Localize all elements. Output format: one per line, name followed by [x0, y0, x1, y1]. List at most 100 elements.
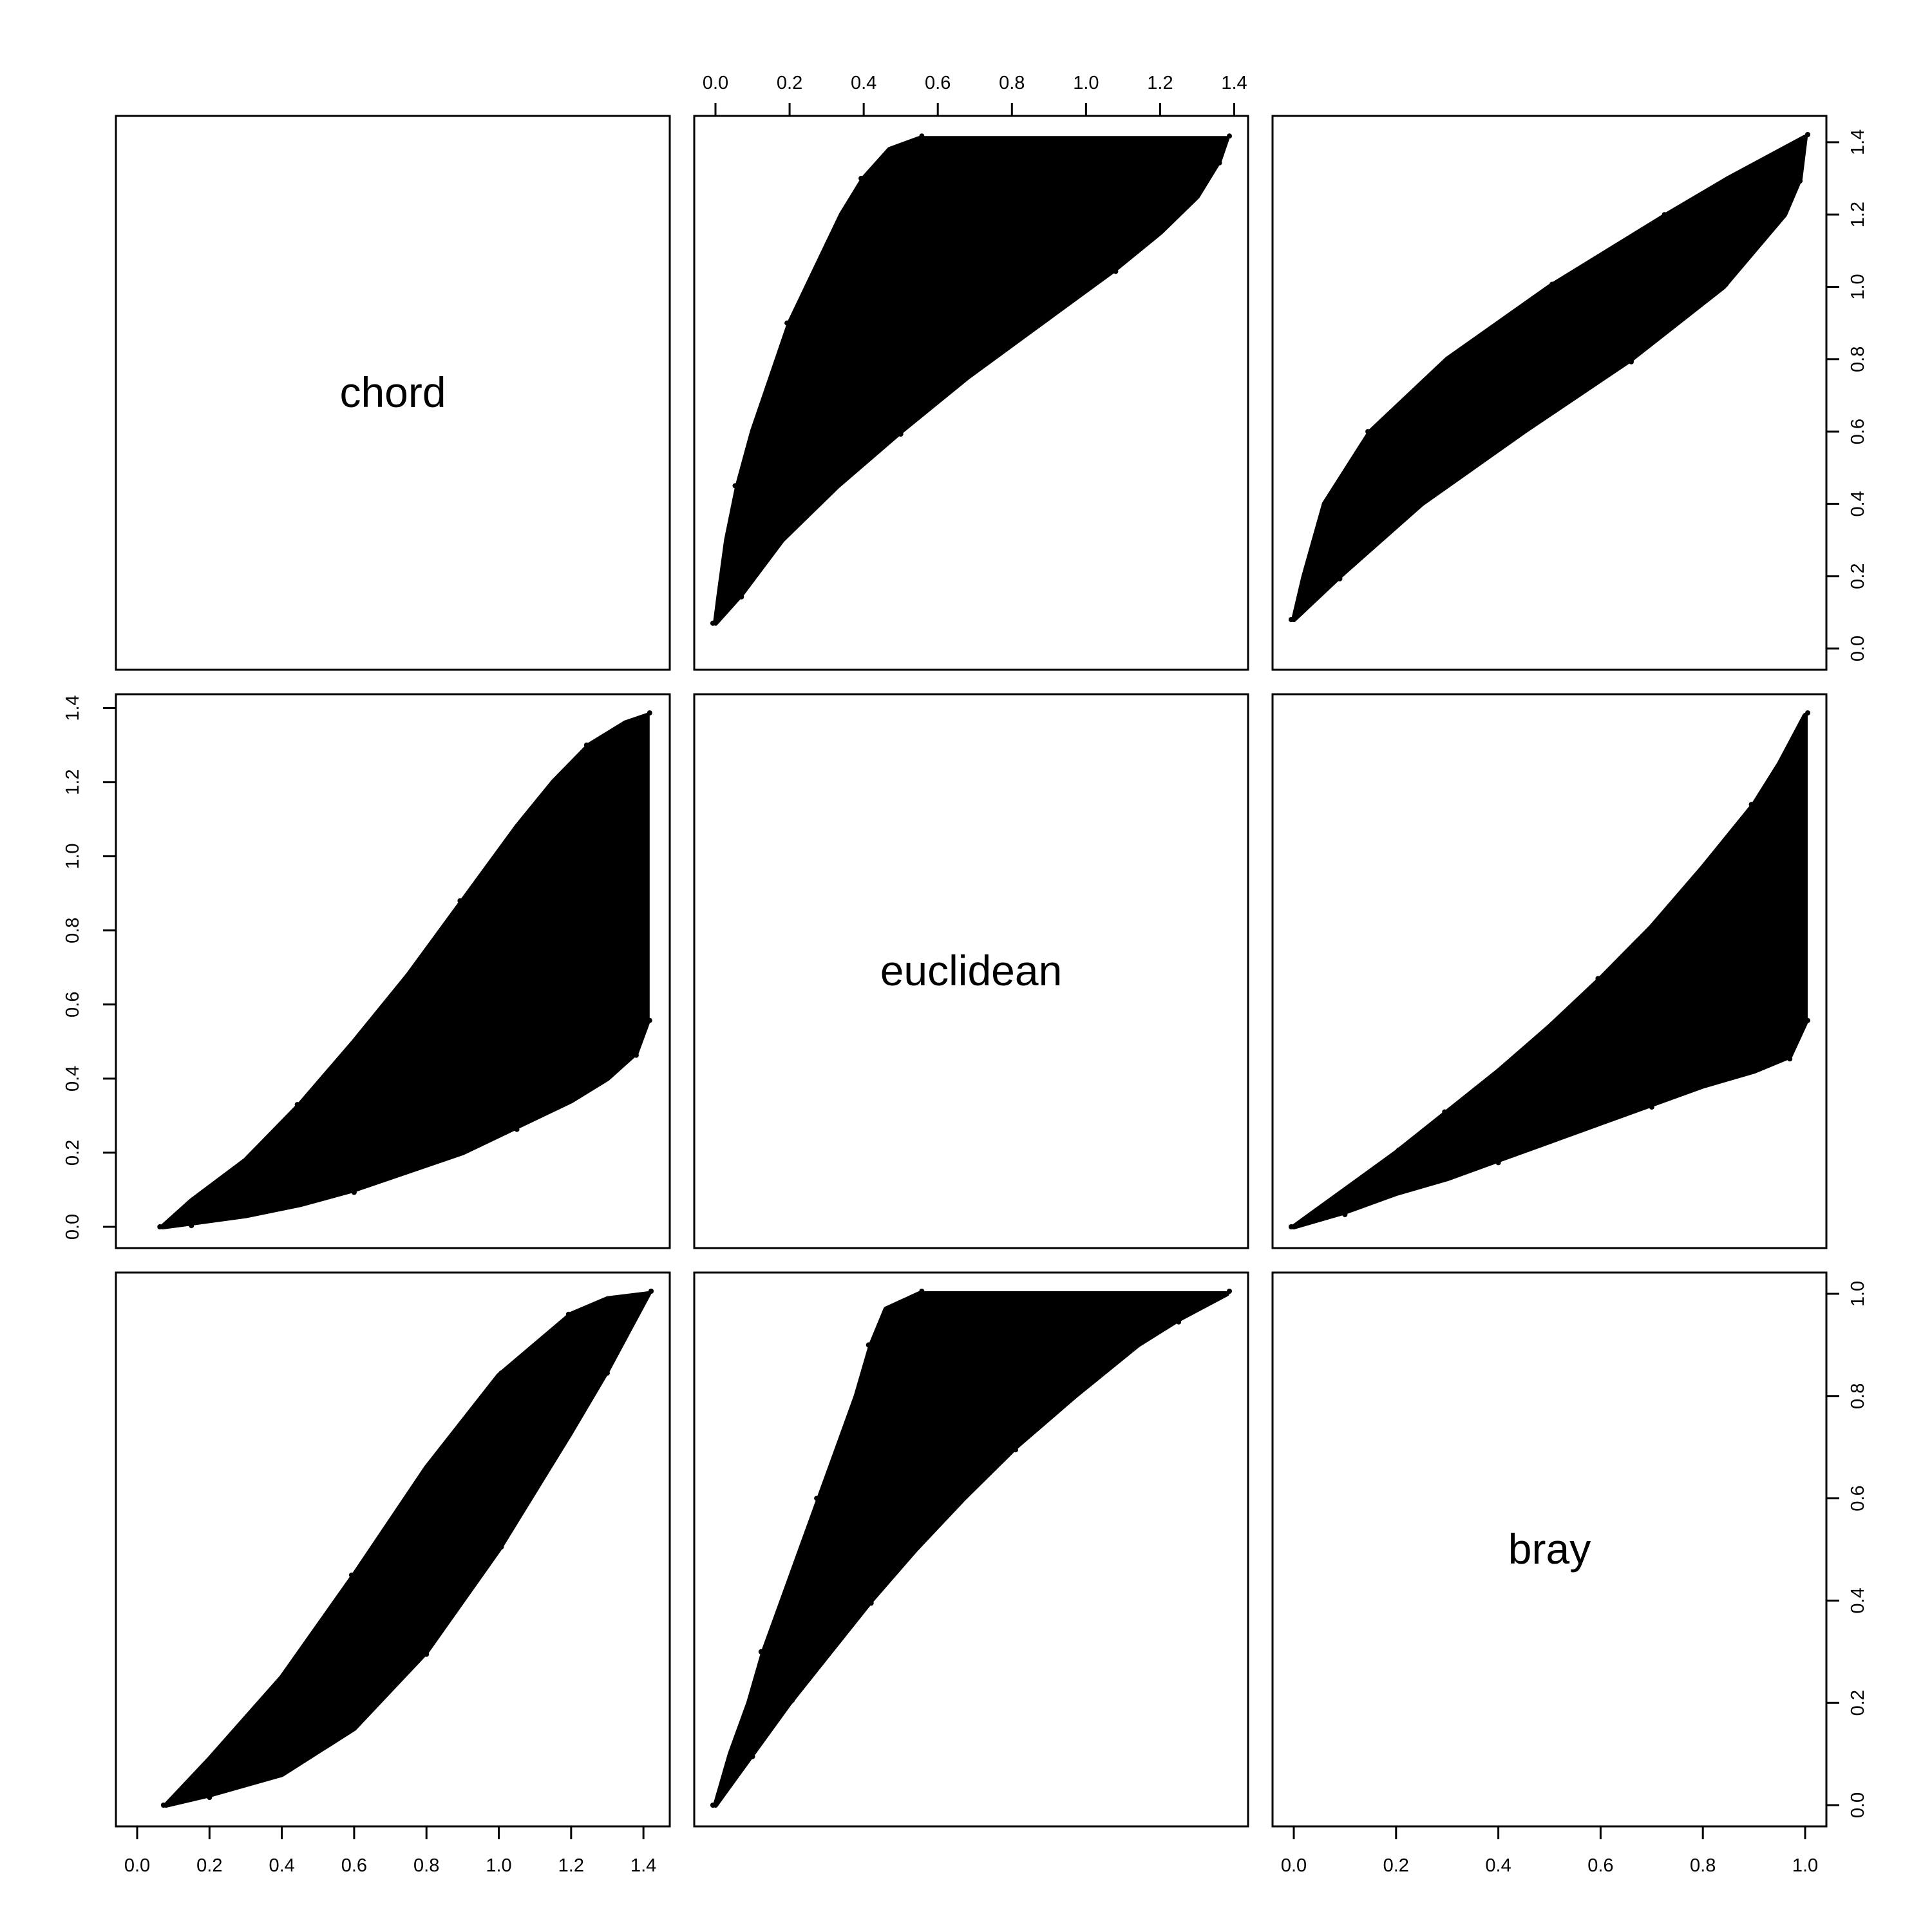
outlier-point — [884, 1309, 889, 1314]
variable-label-chord: chord — [339, 368, 446, 416]
outlier-point — [967, 372, 972, 377]
outlier-point — [750, 431, 755, 437]
tick-label: 0.2 — [1848, 564, 1868, 589]
outlier-point — [282, 1769, 287, 1774]
outlier-point — [784, 321, 790, 326]
outlier-point — [739, 594, 744, 600]
tick-label: 0.6 — [1848, 1485, 1868, 1511]
outlier-point — [602, 1076, 607, 1081]
outlier-point — [750, 1754, 755, 1759]
outlier-point — [1549, 1137, 1555, 1142]
outlier-point — [717, 594, 722, 600]
outlier-point — [858, 176, 864, 181]
outlier-point — [1444, 359, 1450, 365]
outlier-point — [780, 1600, 785, 1605]
point-cloud-bray-vs-chord — [166, 1294, 649, 1805]
outlier-point — [1549, 282, 1555, 287]
outlier-point — [813, 269, 818, 274]
outlier-point — [1649, 927, 1654, 932]
outlier-point — [424, 1468, 429, 1473]
outlier-point — [1649, 1104, 1654, 1110]
tick-label: 0.0 — [62, 1214, 83, 1240]
outlier-point — [1629, 359, 1634, 365]
outlier-point — [771, 372, 776, 377]
outlier-point — [825, 1649, 830, 1654]
outlier-point — [1365, 429, 1370, 434]
tick-label: 0.0 — [1848, 1792, 1868, 1818]
tick-label: 1.2 — [62, 769, 83, 795]
outlier-point — [282, 1672, 287, 1678]
tick-label: 0.4 — [269, 1855, 294, 1876]
outlier-point — [623, 723, 628, 728]
outlier-point — [605, 1370, 610, 1376]
variable-label-euclidean: euclidean — [880, 947, 1063, 994]
outlier-point — [1013, 1447, 1018, 1452]
outlier-point — [424, 1652, 429, 1657]
outlier-point — [1805, 132, 1810, 137]
outlier-point — [733, 483, 738, 488]
outlier-point — [1422, 498, 1427, 504]
outlier-point — [726, 535, 732, 540]
tick-label: 0.0 — [703, 73, 728, 93]
tick-label: 0.6 — [341, 1855, 367, 1876]
tick-label: 1.0 — [1073, 73, 1099, 93]
panels-layer: chord euclidean bray — [116, 116, 1826, 1826]
outlier-point — [499, 1370, 504, 1376]
tick-label: 1.0 — [62, 843, 83, 869]
tick-label: 1.2 — [1848, 202, 1868, 227]
tick-label: 0.4 — [62, 1066, 83, 1092]
tick-label: 0.2 — [1848, 1690, 1868, 1716]
outlier-point — [814, 1496, 819, 1501]
point-cloud-euclidean-vs-chord — [162, 715, 647, 1227]
outlier-point — [499, 1544, 504, 1549]
outlier-point — [349, 1573, 354, 1578]
outlier-point — [1723, 282, 1728, 287]
outlier-point — [835, 1447, 840, 1452]
outlier-point — [1662, 212, 1667, 217]
outlier-point — [1787, 1056, 1792, 1061]
outlier-point — [749, 1698, 754, 1703]
outlier-point — [1749, 802, 1754, 807]
tick-label: 0.2 — [196, 1855, 222, 1876]
outlier-point — [866, 1342, 871, 1347]
outlier-point — [457, 1150, 462, 1155]
tick-label: 1.0 — [1792, 1855, 1818, 1876]
outlier-point — [515, 827, 520, 832]
outlier-point — [1703, 862, 1708, 867]
tick-label: 0.4 — [1848, 491, 1868, 516]
outlier-point — [408, 970, 413, 975]
tick-label: 1.0 — [1848, 274, 1868, 299]
outlier-point — [566, 1429, 571, 1434]
outlier-point — [1519, 429, 1524, 434]
outlier-point — [189, 1201, 194, 1206]
outlier-point — [207, 1759, 212, 1765]
outlier-point — [833, 483, 838, 488]
outlier-point — [605, 1299, 610, 1304]
outlier-point — [869, 1600, 874, 1605]
outlier-point — [634, 1053, 639, 1058]
tick-label: 0.6 — [62, 992, 83, 1018]
outlier-point — [887, 149, 892, 155]
outlier-point — [457, 898, 462, 904]
outlier-point — [408, 1166, 413, 1171]
point-cloud-chord-vs-bray — [1294, 137, 1805, 620]
outlier-point — [349, 1726, 354, 1731]
outlier-point — [1227, 133, 1232, 138]
tick-label: 0.6 — [1848, 419, 1868, 444]
outlier-point — [1595, 1121, 1600, 1126]
outlier-point — [1797, 178, 1803, 184]
outlier-point — [157, 1224, 162, 1229]
outlier-point — [1777, 764, 1782, 769]
tick-label: 0.2 — [777, 73, 802, 93]
tick-label: 1.4 — [1848, 129, 1868, 155]
tick-label: 0.8 — [1848, 1383, 1868, 1409]
tick-label: 0.0 — [1281, 1855, 1307, 1876]
outlier-point — [1396, 1188, 1401, 1193]
outlier-point — [1133, 1342, 1138, 1347]
outlier-point — [1338, 576, 1343, 582]
outlier-point — [1496, 1160, 1501, 1165]
tick-label: 1.2 — [558, 1855, 584, 1876]
outlier-point — [1805, 710, 1810, 715]
outlier-point — [842, 209, 847, 214]
outlier-point — [1396, 1148, 1401, 1153]
